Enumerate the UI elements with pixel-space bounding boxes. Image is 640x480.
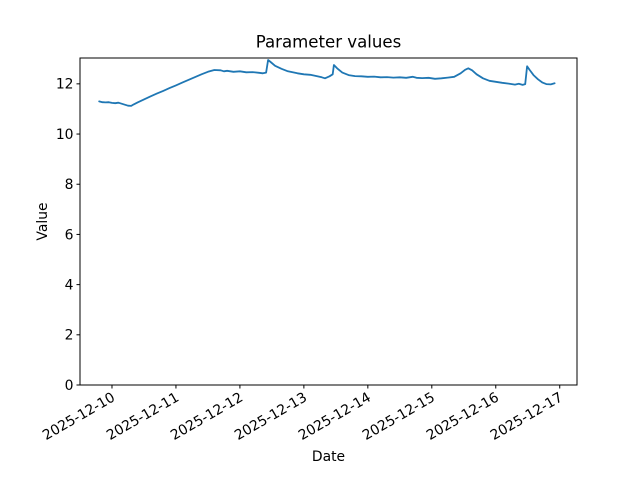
y-tick-label: 6 (65, 227, 74, 243)
y-tick-label: 4 (65, 278, 74, 294)
x-axis-label: Date (312, 449, 345, 465)
y-axis-label: Value (35, 202, 51, 240)
y-tick-label: 8 (65, 177, 74, 193)
x-tick-label: 2025-12-17 (488, 390, 566, 444)
y-tick-label: 10 (56, 127, 74, 143)
y-tick-label: 2 (65, 328, 74, 344)
y-tick-label: 12 (56, 77, 74, 93)
y-tick-label: 0 (65, 378, 74, 394)
x-axis-ticks: 2025-12-102025-12-112025-12-122025-12-13… (40, 385, 566, 444)
plot-area (80, 58, 577, 385)
y-axis-ticks: 0 2 4 6 8 10 12 (56, 77, 80, 394)
plot-border (79, 57, 578, 386)
chart-title: Parameter values (256, 33, 402, 52)
data-line (98, 59, 556, 107)
